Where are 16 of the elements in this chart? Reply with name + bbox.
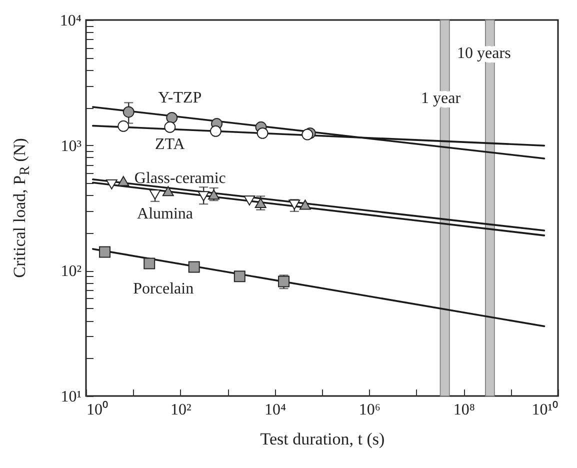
y-tick-label: 10⁴ [60, 12, 82, 30]
y-tick-label: 10¹ [60, 388, 82, 406]
x-tick-label: 10² [170, 402, 192, 418]
y-tick-label: 10² [60, 263, 82, 280]
series-label: ZTA [155, 136, 186, 154]
x-tick-label: 10⁴ [264, 402, 287, 418]
x-tick-label: 10¹⁰ [532, 400, 558, 418]
x-tick-label: 10⁸ [453, 402, 475, 418]
x-tick-label: 10⁶ [358, 402, 380, 418]
y-tick-label: 10³ [60, 138, 82, 155]
series-label: Alumina [137, 206, 194, 223]
series-label: Porcelain [133, 280, 194, 298]
x-axis-title: Test duration, t (s) [260, 430, 385, 448]
x-tick-label: 10⁰ [86, 400, 108, 418]
series-label: Y-TZP [158, 90, 202, 107]
series-label: Glass-ceramic [134, 170, 226, 188]
